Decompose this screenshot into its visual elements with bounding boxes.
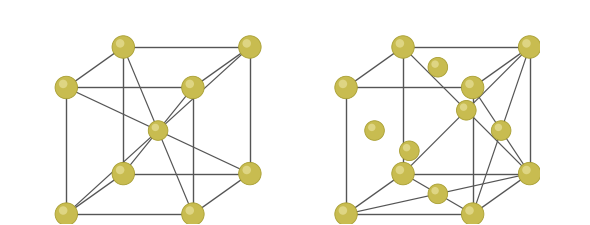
Circle shape xyxy=(428,58,448,78)
Circle shape xyxy=(396,166,404,174)
Circle shape xyxy=(152,124,159,132)
Circle shape xyxy=(396,40,404,48)
Circle shape xyxy=(431,61,439,69)
Circle shape xyxy=(185,206,194,215)
Circle shape xyxy=(431,187,439,195)
Circle shape xyxy=(112,37,135,59)
Circle shape xyxy=(242,40,251,48)
Circle shape xyxy=(55,77,77,99)
Circle shape xyxy=(148,121,168,141)
Circle shape xyxy=(403,144,410,152)
Circle shape xyxy=(59,80,67,89)
Circle shape xyxy=(365,121,384,141)
Circle shape xyxy=(460,104,467,111)
Circle shape xyxy=(335,203,358,225)
Circle shape xyxy=(522,40,531,48)
Circle shape xyxy=(335,77,358,99)
Circle shape xyxy=(116,40,124,48)
Circle shape xyxy=(238,37,261,59)
Circle shape xyxy=(339,206,347,215)
Circle shape xyxy=(59,206,67,215)
Circle shape xyxy=(466,206,474,215)
Circle shape xyxy=(55,203,77,225)
Circle shape xyxy=(461,203,484,225)
Circle shape xyxy=(368,124,375,132)
Circle shape xyxy=(242,166,251,174)
Circle shape xyxy=(392,163,414,185)
Circle shape xyxy=(519,163,541,185)
Circle shape xyxy=(339,80,347,89)
Circle shape xyxy=(461,77,484,99)
Circle shape xyxy=(522,166,531,174)
Circle shape xyxy=(238,163,261,185)
Circle shape xyxy=(519,37,541,59)
Circle shape xyxy=(457,101,476,121)
Circle shape xyxy=(494,124,502,132)
Circle shape xyxy=(466,80,474,89)
Circle shape xyxy=(112,163,135,185)
Circle shape xyxy=(392,37,414,59)
Circle shape xyxy=(182,203,204,225)
Circle shape xyxy=(182,77,204,99)
Circle shape xyxy=(399,141,419,161)
Circle shape xyxy=(428,184,448,204)
Circle shape xyxy=(491,121,511,141)
Circle shape xyxy=(185,80,194,89)
Circle shape xyxy=(116,166,124,174)
